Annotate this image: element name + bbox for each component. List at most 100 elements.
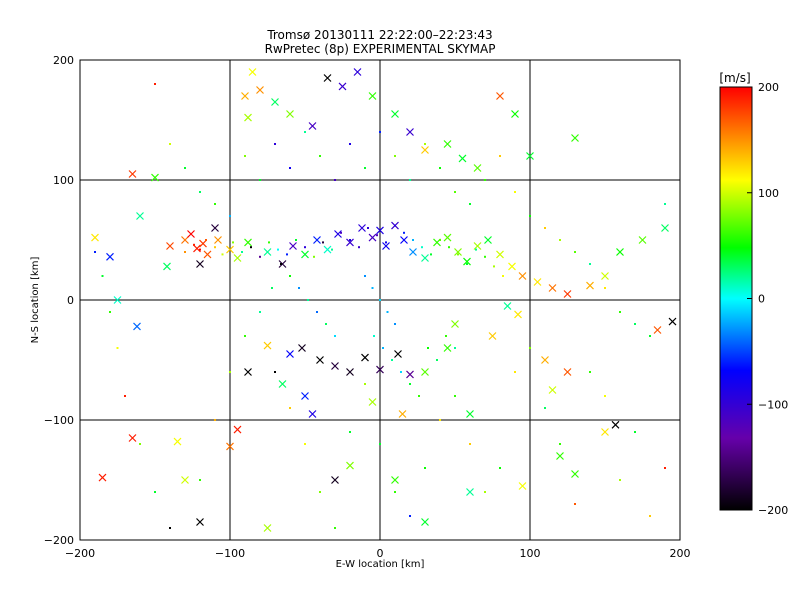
- data-point-x: [166, 242, 174, 250]
- data-point-dot: [274, 371, 276, 373]
- data-point-x: [106, 252, 114, 261]
- data-point-x: [368, 233, 377, 242]
- data-point-dot: [289, 275, 291, 277]
- data-point-dot: [619, 479, 621, 481]
- data-point-dot: [154, 491, 156, 493]
- data-point-dot: [319, 491, 321, 493]
- x-tick-label: −200: [65, 547, 95, 560]
- data-point-dot: [259, 311, 261, 313]
- data-point-x: [533, 278, 542, 286]
- x-tick-label: 100: [520, 547, 541, 560]
- data-point-dot: [304, 131, 306, 133]
- data-point-x: [653, 326, 662, 334]
- data-point-x: [382, 242, 390, 250]
- data-point-x: [586, 281, 594, 290]
- data-point-x: [616, 248, 624, 256]
- data-point-x: [454, 248, 462, 256]
- x-axis-ticks: −200 −100 0 100 200: [65, 547, 691, 560]
- data-point-dot: [454, 347, 456, 349]
- data-point-dot: [199, 248, 201, 251]
- data-point-x: [313, 236, 321, 244]
- data-point-dot: [334, 527, 336, 529]
- data-point-dot: [316, 311, 318, 313]
- data-point-x: [398, 410, 407, 418]
- data-point-dot: [475, 248, 477, 251]
- data-point-x: [226, 245, 234, 254]
- data-point-dot: [439, 167, 441, 169]
- data-point-dot: [529, 347, 531, 349]
- data-point-dot: [205, 239, 207, 241]
- data-point-dot: [634, 323, 636, 325]
- data-point-dot: [322, 241, 324, 244]
- data-point-dot: [349, 431, 351, 433]
- data-point-x: [463, 257, 471, 266]
- data-point-dot: [457, 253, 459, 256]
- data-point-dot: [649, 515, 651, 517]
- data-point-dot: [430, 253, 432, 256]
- data-point-x: [511, 110, 519, 118]
- data-point-x: [193, 244, 201, 253]
- data-point-x: [473, 242, 482, 250]
- data-point-dot: [502, 275, 504, 277]
- data-point-dot: [454, 191, 456, 193]
- data-point-x: [458, 154, 467, 163]
- data-point-x: [214, 236, 222, 244]
- data-point-dot: [409, 383, 411, 385]
- data-point-x: [443, 233, 452, 242]
- data-point-dot: [664, 467, 666, 469]
- data-point-x: [394, 350, 402, 358]
- data-point-dot: [484, 491, 486, 493]
- data-point-dot: [484, 255, 486, 258]
- chart-title: Tromsø 20130111 22:22:00–22:23:43: [266, 28, 492, 42]
- data-point-x: [406, 128, 414, 136]
- data-point-x: [256, 86, 264, 94]
- data-point-x: [199, 239, 207, 248]
- data-point-x: [421, 146, 429, 154]
- data-point-dot: [193, 243, 195, 246]
- data-point-dot: [371, 287, 374, 289]
- data-point-dot: [274, 143, 276, 145]
- data-point-x: [518, 272, 527, 280]
- data-point-x: [244, 113, 252, 122]
- data-point-dot: [421, 246, 423, 249]
- data-point-x: [301, 250, 309, 259]
- data-point-x: [113, 296, 122, 304]
- data-point-dot: [334, 335, 336, 337]
- data-point-x: [98, 473, 107, 482]
- data-point-dot: [241, 251, 243, 253]
- data-point-dot: [139, 443, 141, 445]
- data-point-dot: [493, 265, 495, 268]
- data-point-dot: [214, 246, 216, 249]
- data-point-dot: [484, 179, 486, 181]
- data-point-x: [173, 437, 182, 446]
- y-tick-label: −100: [44, 414, 74, 427]
- data-point-x: [514, 310, 522, 319]
- data-point-dot: [418, 395, 420, 397]
- y-tick-label: 0: [67, 294, 74, 307]
- data-point-dot: [286, 253, 288, 256]
- data-point-dot: [424, 143, 426, 145]
- data-point-x: [196, 260, 204, 268]
- colorbar-tick-label: −200: [758, 504, 788, 517]
- data-point-x: [263, 341, 272, 350]
- data-point-dot: [400, 371, 402, 373]
- data-point-x: [563, 368, 572, 376]
- data-point-dot: [364, 383, 366, 385]
- colorbar-label: [m/s]: [719, 71, 750, 85]
- data-point-dot: [340, 231, 342, 234]
- data-point-x: [244, 368, 252, 376]
- data-point-dot: [259, 179, 261, 181]
- x-axis-label: E-W location [km]: [336, 559, 425, 570]
- data-point-x: [601, 428, 609, 436]
- data-point-x: [133, 322, 141, 331]
- data-point-x: [638, 236, 647, 244]
- data-point-dot: [331, 248, 333, 251]
- y-tick-label: 100: [53, 174, 74, 187]
- data-point-x: [196, 518, 204, 526]
- colorbar-gradient: [719, 86, 753, 511]
- data-point-dot: [544, 407, 546, 409]
- data-point-dot: [394, 491, 396, 493]
- data-point-dot: [514, 371, 516, 373]
- data-point-dot: [298, 287, 300, 289]
